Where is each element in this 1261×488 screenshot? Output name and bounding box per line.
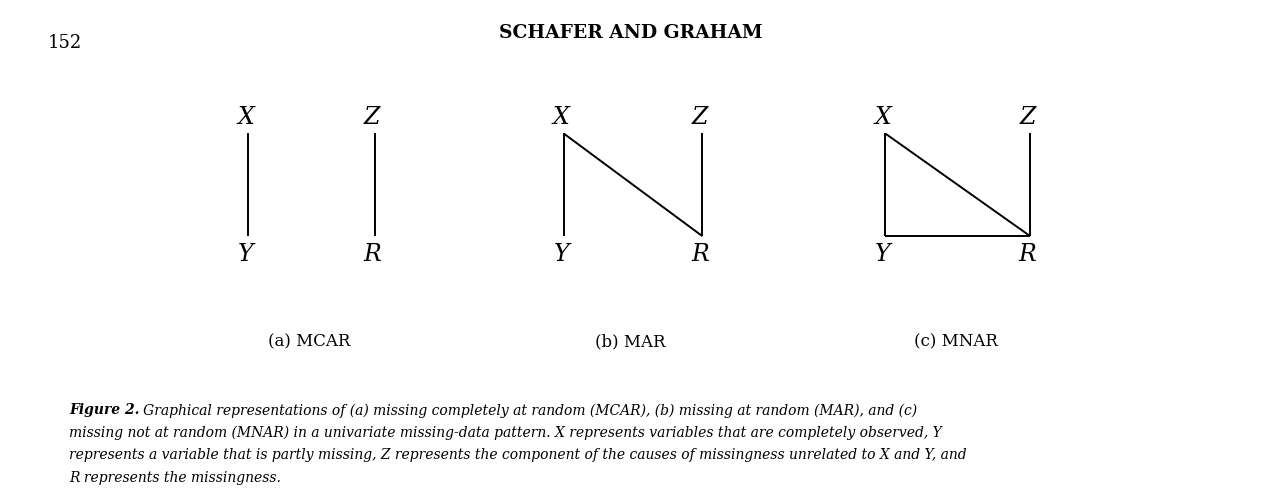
Text: Z: Z <box>1020 105 1035 129</box>
Text: Graphical representations of (a) missing completely at random (MCAR), (b) missin: Graphical representations of (a) missing… <box>130 403 917 417</box>
Text: (b) MAR: (b) MAR <box>595 333 666 350</box>
Text: (c) MNAR: (c) MNAR <box>914 333 997 350</box>
Text: (a) MCAR: (a) MCAR <box>267 333 351 350</box>
Text: represents a variable that is partly missing, Z represents the component of the : represents a variable that is partly mis… <box>69 447 967 462</box>
Text: Z: Z <box>364 105 380 129</box>
Text: SCHAFER AND GRAHAM: SCHAFER AND GRAHAM <box>498 24 763 42</box>
Text: R: R <box>691 242 709 265</box>
Text: R: R <box>1019 242 1037 265</box>
Text: X: X <box>237 105 255 129</box>
Text: X: X <box>874 105 892 129</box>
Text: Y: Y <box>554 242 569 265</box>
Text: 152: 152 <box>48 34 82 52</box>
Text: Z: Z <box>692 105 707 129</box>
Text: R represents the missingness.: R represents the missingness. <box>69 470 281 484</box>
Text: Y: Y <box>875 242 890 265</box>
Text: X: X <box>552 105 570 129</box>
Text: Y: Y <box>238 242 253 265</box>
Text: R: R <box>363 242 381 265</box>
Text: Figure 2.: Figure 2. <box>69 403 140 417</box>
Text: missing not at random (MNAR) in a univariate missing-data pattern. X represents : missing not at random (MNAR) in a univar… <box>69 425 942 439</box>
